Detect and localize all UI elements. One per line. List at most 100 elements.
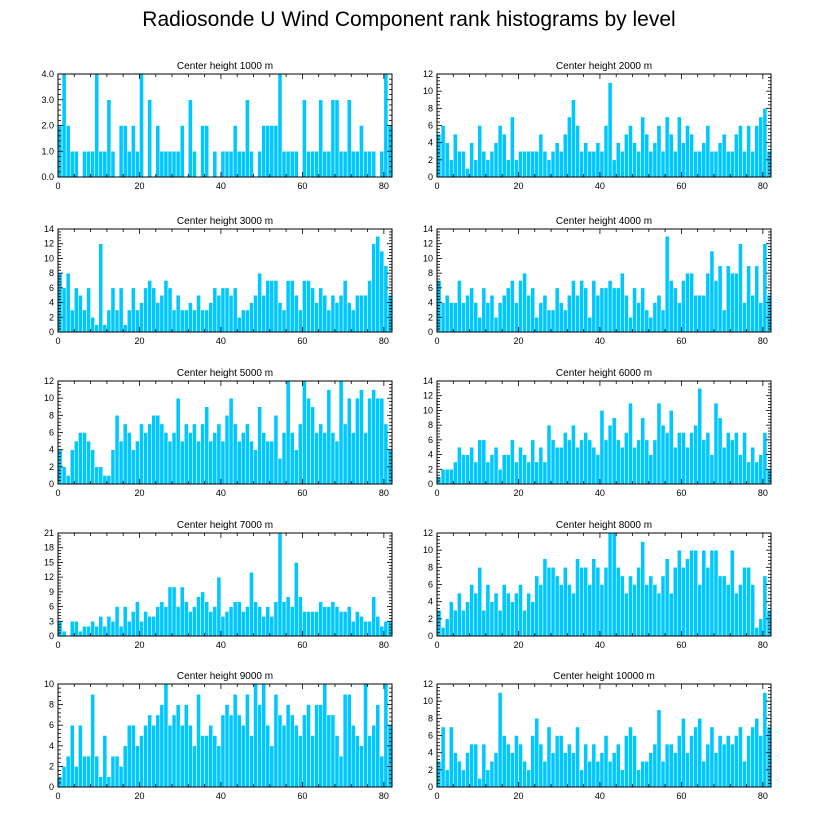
histogram-bar	[86, 151, 91, 178]
histogram-bar	[118, 287, 124, 333]
histogram-bar	[514, 302, 519, 333]
histogram-bar	[285, 380, 291, 485]
histogram-bar	[355, 294, 360, 333]
histogram-bar	[644, 133, 650, 178]
histogram-bar	[664, 236, 670, 333]
histogram-bar	[725, 151, 731, 178]
histogram-bar	[538, 133, 544, 178]
histogram-bar	[293, 151, 299, 178]
histogram-bar	[644, 309, 650, 333]
histogram-bar	[192, 309, 197, 333]
histogram-bar	[98, 616, 104, 637]
histogram-bar	[611, 287, 617, 333]
x-tick-label: 20	[513, 791, 523, 801]
histogram-bar	[90, 317, 95, 333]
histogram-bar	[656, 592, 662, 637]
histogram-bar	[652, 142, 658, 178]
histogram-bar	[367, 151, 372, 178]
histogram-bar	[114, 755, 120, 788]
histogram-bar	[82, 309, 87, 333]
histogram-bar	[734, 133, 739, 178]
histogram-bar	[212, 151, 218, 178]
histogram-bar	[725, 735, 731, 788]
histogram-bar	[571, 592, 576, 637]
histogram-bar	[640, 541, 645, 637]
histogram-bar	[135, 309, 140, 333]
x-tick-label: 0	[434, 791, 439, 801]
histogram-bar	[326, 309, 332, 333]
histogram-bar	[147, 423, 152, 485]
histogram-bar	[615, 743, 621, 788]
histogram-bar	[167, 440, 173, 485]
y-tick-label: 3.0	[41, 95, 54, 105]
histogram-bar	[220, 151, 226, 178]
histogram-bar	[306, 280, 311, 333]
histogram-bar	[505, 743, 511, 788]
histogram-bar	[216, 745, 222, 788]
histogram-bar	[216, 294, 222, 333]
histogram-bar	[705, 432, 711, 485]
x-tick-label: 60	[297, 791, 307, 801]
histogram-bar	[636, 769, 641, 788]
histogram-bar	[65, 475, 71, 485]
histogram-bar	[607, 532, 613, 637]
histogram-bar	[554, 287, 560, 333]
histogram-bar	[591, 558, 597, 637]
histogram-bar	[163, 683, 169, 788]
histogram-bar	[334, 99, 340, 178]
histogram-bar	[636, 302, 641, 333]
histogram-bar	[346, 694, 352, 788]
histogram-bar	[587, 439, 593, 485]
histogram-bar	[249, 151, 254, 178]
histogram-bar	[457, 446, 462, 485]
histogram-bar	[725, 432, 731, 485]
histogram-bar	[351, 621, 356, 637]
histogram-bar	[281, 601, 287, 637]
histogram-bar	[697, 151, 702, 178]
histogram-bar	[717, 142, 723, 178]
x-tick-label: 40	[216, 488, 226, 498]
histogram-bar	[607, 424, 613, 485]
histogram-bar	[236, 714, 242, 788]
histogram-bar	[334, 440, 340, 485]
plot-frame	[57, 228, 393, 333]
histogram-bar	[668, 410, 674, 485]
histogram-bar	[232, 601, 238, 637]
x-tick-label: 60	[297, 640, 307, 650]
histogram-bar	[709, 151, 715, 178]
y-tick-label: 2.0	[41, 121, 54, 131]
histogram-bar	[558, 584, 564, 637]
histogram-bar	[554, 575, 560, 637]
histogram-bar	[355, 397, 360, 485]
histogram-bar	[701, 142, 707, 178]
histogram-bar	[86, 625, 91, 637]
histogram-bar	[497, 469, 503, 485]
histogram-bar	[114, 309, 120, 333]
histogram-bar	[277, 458, 283, 485]
histogram-bar	[171, 714, 177, 788]
histogram-bar	[122, 125, 128, 178]
histogram-bar	[126, 621, 132, 637]
histogram-bar	[664, 743, 670, 788]
histogram-bar	[632, 142, 637, 178]
histogram-bar	[501, 454, 507, 485]
histogram-bar	[672, 567, 678, 637]
histogram-bar	[709, 454, 715, 485]
histogram-bar	[265, 280, 271, 333]
histogram-bar	[632, 735, 637, 788]
histogram-bar	[444, 618, 450, 637]
histogram-bar	[640, 417, 645, 485]
histogram-bar	[632, 446, 637, 485]
histogram-bar	[281, 309, 287, 333]
histogram-bar	[477, 125, 483, 178]
histogram-bar	[550, 752, 556, 788]
x-tick-label: 40	[595, 791, 605, 801]
histogram-bar	[383, 265, 389, 333]
histogram-bar	[518, 743, 523, 788]
histogram-bar	[485, 159, 491, 178]
histogram-bar	[322, 432, 328, 485]
histogram-bar	[204, 735, 209, 788]
histogram-bar	[387, 621, 393, 637]
y-tick-label: 12	[423, 69, 433, 79]
histogram-bar	[326, 714, 332, 788]
